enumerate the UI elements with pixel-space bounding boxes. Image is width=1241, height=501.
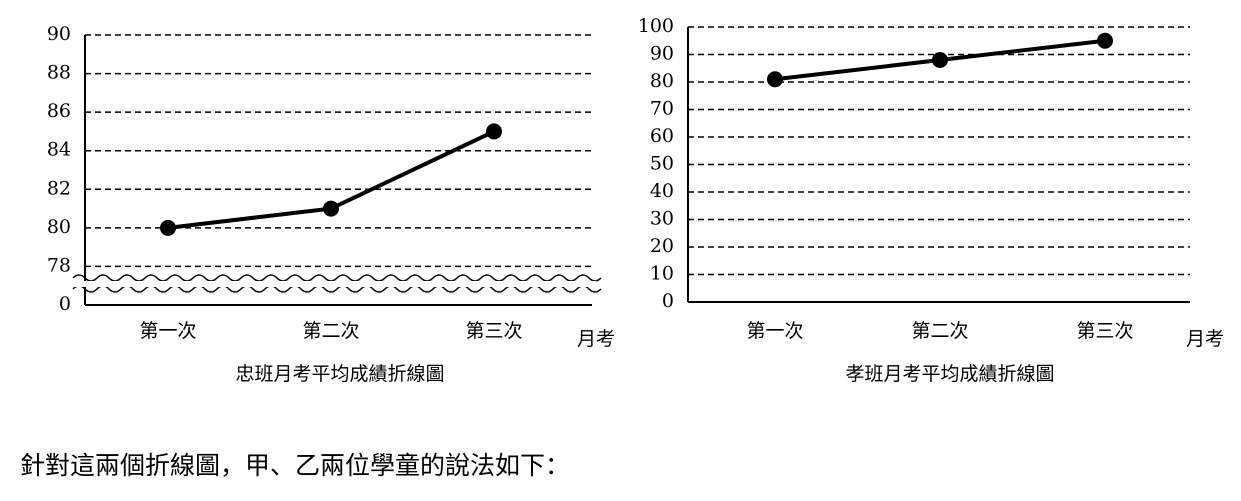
y-tick-label: 0 <box>662 290 674 312</box>
x-tick-label: 第三次 <box>465 320 522 342</box>
point <box>767 71 783 88</box>
y-tick-label: 90 <box>650 43 674 65</box>
chart-title: 忠班月考平均成績折線圖 <box>235 363 444 385</box>
x-tick-label: 第一次 <box>139 320 196 342</box>
y-tick-label: 100 <box>638 15 674 37</box>
x-axis-label: 月考 <box>577 328 615 350</box>
axis-break <box>72 274 602 282</box>
y-tick-label: 84 <box>47 139 71 161</box>
x-tick-label: 第三次 <box>1076 320 1133 342</box>
x-tick-label: 第二次 <box>911 320 968 342</box>
y-tick-label: 30 <box>650 208 674 230</box>
y-tick-label: 20 <box>650 235 674 257</box>
point <box>160 219 176 236</box>
y-tick-label: 60 <box>650 125 674 147</box>
y-tick-label: 86 <box>47 100 71 122</box>
x-axis-label: 月考 <box>1186 328 1224 350</box>
axis-break-gap <box>73 281 596 287</box>
y-tick-label: 70 <box>650 98 674 120</box>
y-tick-label: 0 <box>59 293 71 315</box>
y-tick-label: 88 <box>47 62 71 84</box>
point <box>323 200 339 217</box>
x-tick-label: 第一次 <box>746 320 803 342</box>
y-tick-label: 40 <box>650 180 674 202</box>
y-tick-label: 80 <box>650 70 674 92</box>
point <box>932 52 948 68</box>
y-tick-label: 80 <box>47 216 71 238</box>
y-tick-label: 50 <box>650 153 674 175</box>
y-tick-label: 10 <box>650 263 674 285</box>
chart-title: 孝班月考平均成績折線圖 <box>845 363 1054 385</box>
y-tick-label: 90 <box>47 23 71 45</box>
x-tick-label: 第二次 <box>302 320 359 342</box>
point <box>1097 32 1113 49</box>
y-tick-label: 82 <box>47 177 71 199</box>
caption: 針對這兩個折線圖，甲、乙兩位學童的說法如下： <box>20 451 571 480</box>
y-tick-label: 78 <box>47 254 71 276</box>
point <box>486 123 502 140</box>
